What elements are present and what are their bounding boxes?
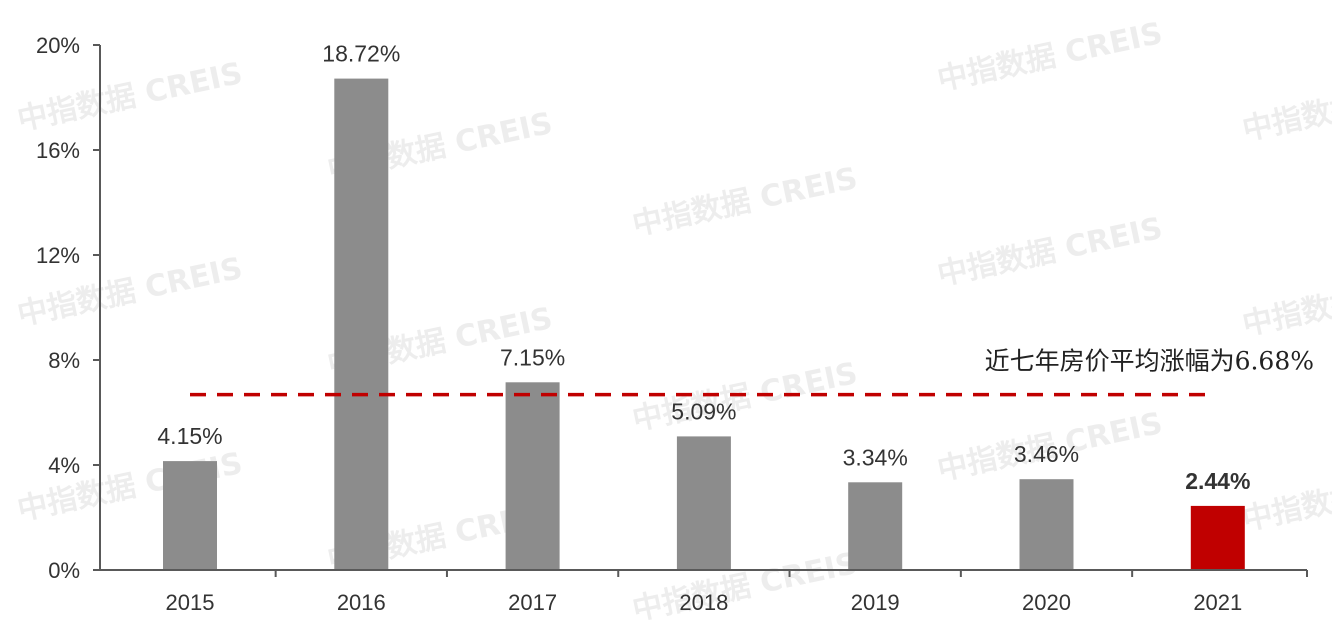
bar-2017 (505, 382, 560, 570)
y-tick-label: 4% (48, 453, 80, 478)
y-tick-label: 8% (48, 348, 80, 373)
y-tick-label: 12% (36, 243, 80, 268)
x-ticks: 2015 2016 2017 2018 2019 2020 2021 (166, 570, 1308, 615)
data-label-2016: 18.72% (322, 41, 400, 67)
x-tick-label: 2021 (1193, 590, 1242, 615)
bar-2015 (163, 461, 217, 570)
data-label-2019: 3.34% (843, 444, 908, 470)
x-tick-label: 2016 (337, 590, 386, 615)
data-label-2015: 4.15% (157, 423, 222, 449)
x-tick-label: 2017 (508, 590, 557, 615)
bar-2016 (334, 78, 389, 570)
watermark-text: 中指数据 CREIS (934, 211, 1165, 293)
bars (163, 78, 1245, 570)
data-labels: 4.15% 18.72% 7.15% 5.09% 3.34% 3.46% 2.44% (157, 41, 1250, 494)
bar-2020 (1019, 479, 1074, 570)
axes: 0% 4% 8% 12% 16% 20% 2015 2016 2017 2018 2019 2020… (36, 33, 1308, 615)
watermark-text: 中指数据 CREIS (629, 161, 860, 243)
bar-2021 (1190, 505, 1245, 570)
watermark-text: 中指数据 CREIS (1239, 456, 1332, 538)
bar-2018 (676, 436, 731, 570)
data-label-2018: 5.09% (671, 398, 736, 424)
y-tick-label: 16% (36, 138, 80, 163)
watermark-text: 中指数据 CREIS (934, 16, 1165, 98)
data-label-2017: 7.15% (500, 344, 565, 370)
bar-2019 (848, 482, 903, 570)
watermark-text: 中指数据 CREIS (629, 356, 860, 438)
x-tick-label: 2015 (166, 590, 215, 615)
watermark-text: 中指数据 CREIS (14, 56, 245, 138)
watermark-text: 中指数据 CREIS (629, 546, 860, 628)
watermark-text: 中指数据 CREIS (1239, 261, 1332, 343)
y-tick-label: 20% (36, 33, 80, 58)
data-label-2020: 3.46% (1014, 441, 1079, 467)
x-tick-label: 2018 (679, 590, 728, 615)
x-tick-label: 2019 (851, 590, 900, 615)
y-ticks: 0% 4% 8% 12% 16% 20% (36, 33, 100, 583)
average-reference-label: 近七年房价平均涨幅为6.68% (985, 347, 1314, 376)
x-tick-label: 2020 (1022, 590, 1071, 615)
watermark-text: 中指数据 CREIS (1239, 66, 1332, 148)
data-label-2021: 2.44% (1185, 468, 1250, 494)
y-tick-label: 0% (48, 558, 80, 583)
